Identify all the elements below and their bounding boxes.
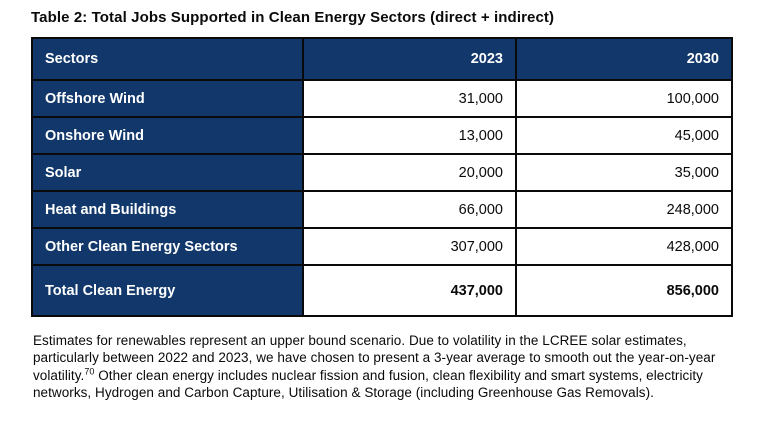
sector-label: Offshore Wind bbox=[31, 79, 304, 118]
value-2030: 35,000 bbox=[515, 153, 733, 192]
table-row-total-clean-energy: Total Clean Energy 437,000 856,000 bbox=[31, 264, 733, 317]
table-header-row: Sectors 2023 2030 bbox=[31, 37, 733, 81]
table-row-other-clean-energy: Other Clean Energy Sectors 307,000 428,0… bbox=[31, 227, 733, 266]
table-row-heat-and-buildings: Heat and Buildings 66,000 248,000 bbox=[31, 190, 733, 229]
value-2023-total: 437,000 bbox=[302, 264, 517, 317]
value-2030: 248,000 bbox=[515, 190, 733, 229]
value-2030: 100,000 bbox=[515, 79, 733, 118]
footnote-text-part2: Other clean energy includes nuclear fiss… bbox=[33, 367, 703, 401]
footnote-text-part1: Estimates for renewables represent an up… bbox=[33, 333, 716, 383]
value-2030: 428,000 bbox=[515, 227, 733, 266]
column-header-2030: 2030 bbox=[515, 37, 733, 81]
sector-label: Solar bbox=[31, 153, 304, 192]
column-header-2023: 2023 bbox=[302, 37, 517, 81]
clean-energy-jobs-table: Sectors 2023 2030 Offshore Wind 31,000 1… bbox=[31, 37, 733, 317]
value-2023: 13,000 bbox=[302, 116, 517, 155]
value-2023: 66,000 bbox=[302, 190, 517, 229]
sector-label: Onshore Wind bbox=[31, 116, 304, 155]
sector-label: Heat and Buildings bbox=[31, 190, 304, 229]
value-2023: 31,000 bbox=[302, 79, 517, 118]
value-2023: 20,000 bbox=[302, 153, 517, 192]
value-2030-total: 856,000 bbox=[515, 264, 733, 317]
sector-label: Total Clean Energy bbox=[31, 264, 304, 317]
table-row-offshore-wind: Offshore Wind 31,000 100,000 bbox=[31, 79, 733, 118]
value-2030: 45,000 bbox=[515, 116, 733, 155]
table-row-onshore-wind: Onshore Wind 13,000 45,000 bbox=[31, 116, 733, 155]
footnote-reference-70: 70 bbox=[84, 366, 95, 377]
table-row-solar: Solar 20,000 35,000 bbox=[31, 153, 733, 192]
value-2023: 307,000 bbox=[302, 227, 517, 266]
table-title: Table 2: Total Jobs Supported in Clean E… bbox=[31, 9, 555, 26]
sector-label: Other Clean Energy Sectors bbox=[31, 227, 304, 266]
footnote: Estimates for renewables represent an up… bbox=[33, 332, 741, 402]
column-header-sectors: Sectors bbox=[31, 37, 304, 81]
